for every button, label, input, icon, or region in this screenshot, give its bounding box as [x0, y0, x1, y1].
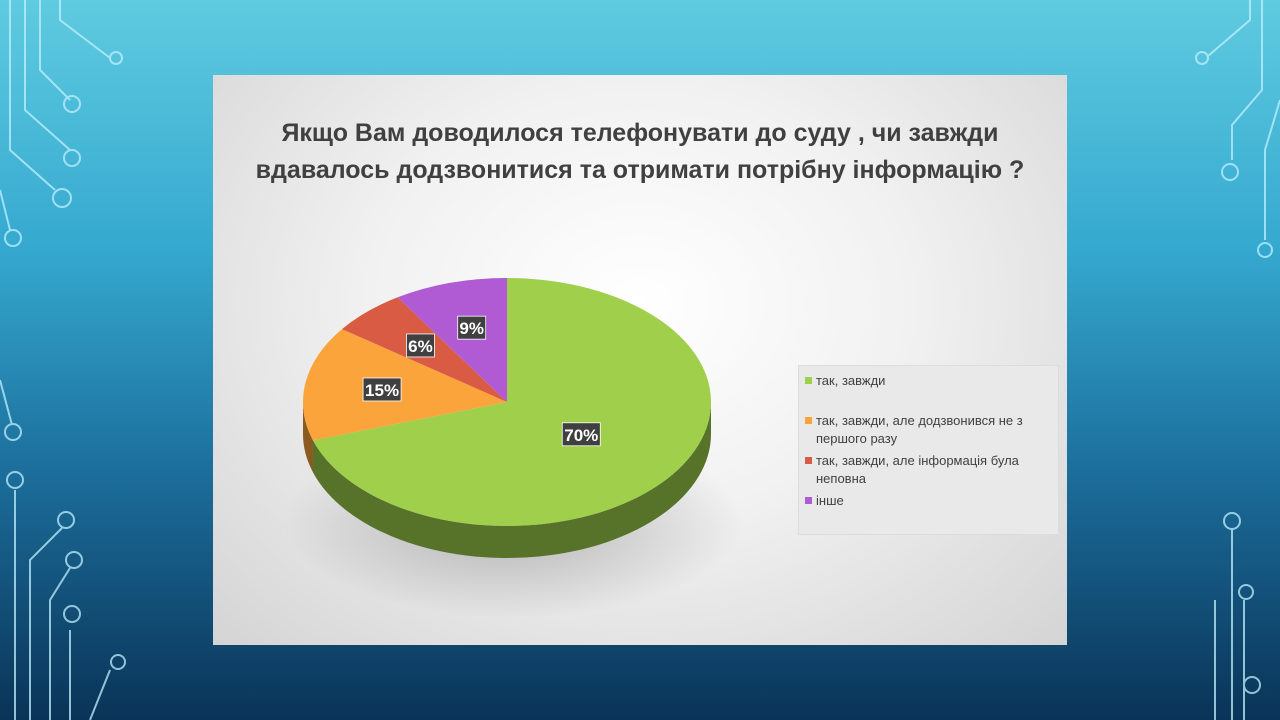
pie-slice-1: [312, 278, 711, 526]
legend-swatch-1: [805, 377, 812, 384]
legend-label-1: так, завжди: [816, 373, 886, 388]
data-label-4: 9%: [457, 315, 487, 340]
chart-legend: так, завжди так, завжди, але додзвонився …: [798, 365, 1059, 535]
legend-label-4: інше: [816, 493, 844, 508]
legend-item-3: так, завжди, але інформація була неповна: [805, 452, 1050, 488]
chart-panel: Якщо Вам доводилося телефонувати до суду…: [213, 75, 1067, 645]
data-label-text-2: 15%: [365, 381, 399, 400]
legend-item-4: інше: [805, 492, 1050, 510]
data-label-text-1: 70%: [564, 426, 598, 445]
legend-label-3: так, завжди, але інформація була неповна: [816, 453, 1019, 486]
data-label-text-4: 9%: [459, 319, 484, 338]
pie-slice-side-2: [303, 402, 313, 473]
data-label-text-3: 6%: [408, 337, 433, 356]
legend-swatch-2: [805, 417, 812, 424]
pie-slice-side-1: [312, 402, 711, 559]
chart-title: Якщо Вам доводилося телефонувати до суду…: [255, 119, 1025, 184]
pie-chart: 70% 15% 6% 9%: [283, 278, 743, 618]
data-label-3: 6%: [406, 333, 435, 358]
legend-item-1: так, завжди: [805, 372, 1050, 390]
legend-swatch-4: [805, 497, 812, 504]
data-label-1: 70%: [561, 422, 601, 447]
pie-slice-2: [303, 329, 507, 441]
legend-item-2: так, завжди, але додзвонився не з першог…: [805, 412, 1050, 448]
legend-label-2: так, завжди, але додзвонився не з першог…: [816, 413, 1023, 446]
legend-swatch-3: [805, 457, 812, 464]
pie-slice-4: [397, 278, 507, 402]
data-label-2: 15%: [362, 377, 402, 402]
